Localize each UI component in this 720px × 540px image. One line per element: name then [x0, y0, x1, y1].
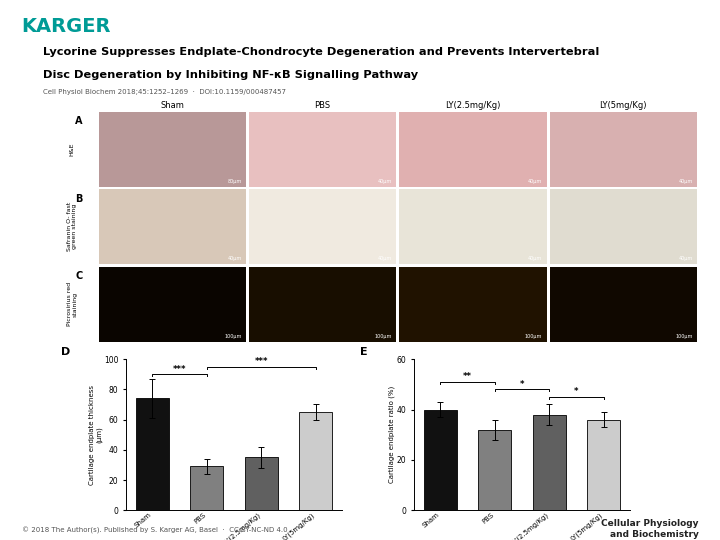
Text: 100μm: 100μm	[224, 334, 242, 339]
Text: 40μm: 40μm	[528, 179, 542, 184]
Y-axis label: Cartilage endplate ratio (%): Cartilage endplate ratio (%)	[389, 386, 395, 483]
Text: © 2018 The Author(s). Published by S. Karger AG, Basel  ·  CC BY-NC-ND 4.0: © 2018 The Author(s). Published by S. Ka…	[22, 526, 287, 534]
Y-axis label: Cartilage endplate thickness
(μm): Cartilage endplate thickness (μm)	[89, 384, 102, 485]
Text: 40μm: 40μm	[528, 256, 542, 261]
Text: 100μm: 100μm	[374, 334, 392, 339]
Text: H&E: H&E	[70, 143, 74, 156]
Bar	[136, 399, 168, 510]
Text: 40μm: 40μm	[378, 256, 392, 261]
Text: Disc Degeneration by Inhibiting NF-κB Signalling Pathway: Disc Degeneration by Inhibiting NF-κB Si…	[43, 71, 418, 80]
Text: E: E	[360, 347, 368, 357]
Text: 40μm: 40μm	[228, 256, 242, 261]
Bar	[588, 420, 620, 510]
Text: Cell Physiol Biochem 2018;45:1252–1269  ·  DOI:10.1159/000487457: Cell Physiol Biochem 2018;45:1252–1269 ·…	[43, 89, 287, 94]
Text: 100μm: 100μm	[675, 334, 693, 339]
Text: Sham: Sham	[161, 102, 184, 110]
Text: B: B	[76, 193, 83, 204]
Bar	[190, 467, 223, 510]
Bar	[245, 457, 278, 510]
Bar	[424, 409, 456, 510]
Text: *: *	[520, 380, 524, 389]
Text: Cellular Physiology: Cellular Physiology	[601, 519, 698, 528]
Text: 80μm: 80μm	[228, 179, 242, 184]
Text: *: *	[575, 387, 579, 396]
Text: C: C	[76, 271, 83, 281]
Text: KARGER: KARGER	[22, 17, 111, 37]
Text: 40μm: 40μm	[678, 179, 693, 184]
Text: 40μm: 40μm	[378, 179, 392, 184]
Bar	[533, 415, 566, 510]
Text: A: A	[76, 116, 83, 126]
Text: and Biochemistry: and Biochemistry	[610, 530, 698, 539]
Text: **: **	[463, 372, 472, 381]
Text: ***: ***	[255, 357, 268, 366]
Text: ***: ***	[173, 364, 186, 374]
Text: Lycorine Suppresses Endplate-Chondrocyte Degeneration and Prevents Intervertebra: Lycorine Suppresses Endplate-Chondrocyte…	[43, 47, 600, 57]
Text: 40μm: 40μm	[678, 256, 693, 261]
Text: D: D	[61, 347, 71, 357]
Bar	[300, 412, 332, 510]
Text: Picrosirius red
staining: Picrosirius red staining	[66, 282, 78, 326]
Text: 100μm: 100μm	[525, 334, 542, 339]
Text: LY(2.5mg/Kg): LY(2.5mg/Kg)	[445, 102, 500, 110]
Text: LY(5mg/Kg): LY(5mg/Kg)	[600, 102, 647, 110]
Bar	[478, 430, 511, 510]
Text: Safranin O- fast
green staining: Safranin O- fast green staining	[66, 202, 78, 252]
Text: PBS: PBS	[315, 102, 330, 110]
